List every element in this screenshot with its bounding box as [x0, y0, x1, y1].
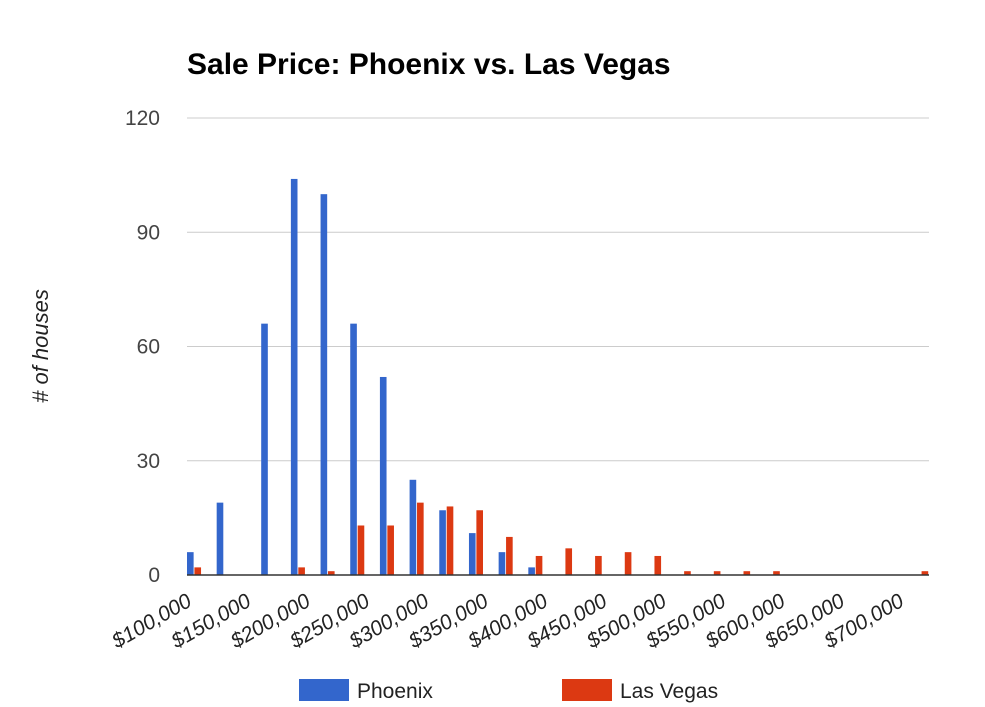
bar-las-vegas-387500[interactable]: [535, 555, 543, 575]
legend: Phoenix Las Vegas: [299, 679, 718, 703]
y-tick-label: 90: [137, 221, 160, 244]
bar-phoenix-237500[interactable]: [350, 323, 357, 575]
bar-las-vegas-100000[interactable]: [194, 567, 202, 575]
bar-phoenix-125000[interactable]: [216, 502, 224, 575]
bar-las-vegas-437500[interactable]: [595, 555, 602, 575]
gridlines: [187, 117, 929, 462]
bar-las-vegas-512500[interactable]: [684, 571, 691, 575]
x-axis-ticks: $100,000$150,000$200,000$250,000$300,000…: [107, 589, 908, 653]
legend-swatch-las-vegas: [562, 679, 612, 701]
bar-phoenix-362500[interactable]: [498, 552, 506, 575]
bar-las-vegas-487500[interactable]: [654, 555, 662, 575]
legend-label-phoenix: Phoenix: [357, 680, 433, 703]
bars: [187, 178, 929, 576]
bar-las-vegas-187500[interactable]: [298, 567, 305, 575]
bar-las-vegas-412500[interactable]: [565, 548, 573, 575]
y-tick-label: 30: [137, 450, 160, 473]
bar-las-vegas-287500[interactable]: [417, 502, 424, 575]
bar-las-vegas-712500[interactable]: [921, 571, 929, 575]
y-axis-label: # of houses: [28, 289, 53, 403]
chart-title: Sale Price: Phoenix vs. Las Vegas: [187, 48, 671, 81]
bar-phoenix-262500[interactable]: [379, 376, 387, 575]
bar-las-vegas-362500[interactable]: [506, 536, 513, 575]
bar-las-vegas-212500[interactable]: [327, 571, 335, 575]
bar-las-vegas-262500[interactable]: [387, 525, 394, 575]
y-tick-label: 60: [137, 336, 160, 359]
legend-item-phoenix[interactable]: Phoenix: [299, 679, 433, 703]
bar-phoenix-387500[interactable]: [528, 567, 535, 575]
y-tick-label: 120: [125, 107, 160, 130]
bar-phoenix-100000[interactable]: [187, 552, 194, 575]
bar-las-vegas-312500[interactable]: [446, 506, 454, 575]
legend-swatch-phoenix: [299, 679, 349, 701]
y-tick-label: 0: [148, 564, 160, 587]
legend-label-las-vegas: Las Vegas: [620, 680, 718, 703]
bar-las-vegas-562500[interactable]: [743, 571, 751, 575]
bar-phoenix-212500[interactable]: [320, 194, 328, 576]
bar-phoenix-287500[interactable]: [409, 479, 417, 575]
bar-phoenix-187500[interactable]: [290, 178, 298, 575]
bar-las-vegas-462500[interactable]: [624, 552, 632, 575]
bar-phoenix-337500[interactable]: [468, 533, 476, 575]
y-axis-ticks: 0 30 60 90 120: [125, 107, 160, 587]
legend-item-las-vegas[interactable]: Las Vegas: [562, 679, 718, 703]
bar-phoenix-162500[interactable]: [261, 323, 268, 575]
bar-phoenix-312500[interactable]: [439, 510, 446, 575]
bar-las-vegas-587500[interactable]: [773, 571, 780, 575]
bar-las-vegas-537500[interactable]: [713, 571, 721, 575]
bar-las-vegas-337500[interactable]: [476, 510, 483, 575]
bar-las-vegas-237500[interactable]: [357, 525, 365, 575]
